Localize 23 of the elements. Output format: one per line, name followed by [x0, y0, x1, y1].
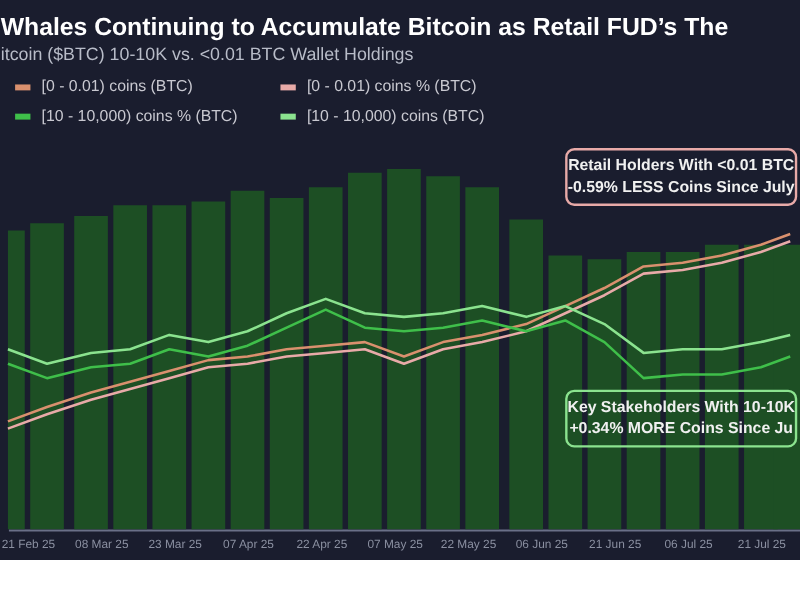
bar — [426, 176, 460, 530]
bar — [30, 223, 64, 530]
annotation: Key Stakeholders With 10-10K — [567, 397, 796, 416]
bar — [191, 201, 226, 530]
legend-label: [10 - 10,000) coins (BTC) — [306, 106, 486, 125]
legend-label: [0 - 0.01) coins (BTC) — [41, 77, 194, 96]
bar — [269, 197, 304, 530]
annotation: Retail Holders With <0.01 BTC — [568, 156, 795, 175]
bar — [152, 205, 187, 530]
bar — [308, 187, 343, 530]
bar — [348, 172, 382, 530]
bar — [74, 215, 108, 530]
bar — [509, 219, 544, 530]
annotation: -0.59% LESS Coins Since July — [567, 177, 796, 196]
bar — [113, 205, 147, 530]
chart-title: Whales Continuing to Accumulate Bitcoin as Retail FUD’s The — [0, 13, 729, 42]
bar — [465, 187, 500, 530]
annotation: +0.34% MORE Coins Since Ju — [569, 419, 794, 438]
legend-label: [0 - 0.01) coins % (BTC) — [306, 77, 478, 96]
bar — [230, 190, 265, 530]
bar — [387, 169, 421, 530]
chart-subtitle: itcoin ($BTC) 10-10K vs. <0.01 BTC Wallet Holdings — [0, 44, 415, 65]
legend-label: [10 - 10,000) coins % (BTC) — [41, 106, 239, 125]
